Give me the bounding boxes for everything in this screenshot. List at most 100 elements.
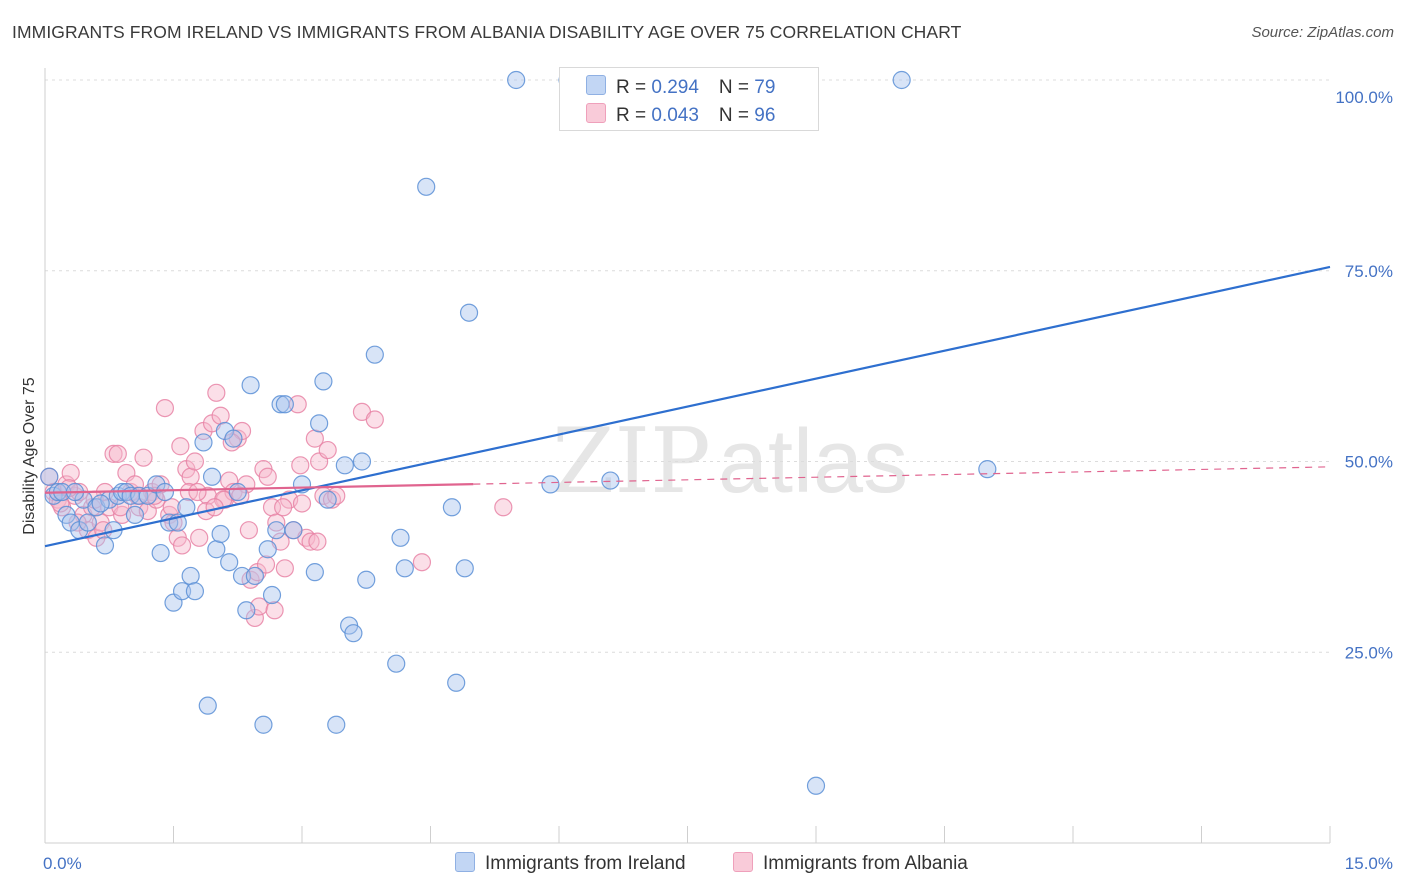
albania-point	[239, 521, 258, 540]
ireland-point	[258, 540, 277, 559]
y-tick-label: 50.0%	[1345, 453, 1393, 472]
albania-r-value: 0.043	[651, 105, 699, 126]
ireland-point	[365, 345, 384, 364]
ireland-point	[40, 467, 59, 486]
ireland-point	[327, 715, 346, 734]
ireland-point	[455, 559, 474, 578]
ireland-point	[459, 303, 479, 322]
ireland-point	[125, 505, 145, 525]
ireland-point	[78, 513, 97, 532]
albania-point	[134, 448, 153, 467]
legend-row-ireland: R = 0.294 N = 79	[586, 75, 775, 99]
ireland-point	[601, 471, 620, 490]
ireland-swatch-icon	[586, 75, 606, 95]
ireland-point	[241, 376, 260, 395]
albania-point	[267, 513, 286, 532]
ireland-point	[262, 585, 282, 605]
albania-point	[308, 532, 327, 551]
albania-point	[211, 406, 230, 425]
axis-labels: 25.0% 50.0% 75.0% 100.0% 0.0% 15.0% Disability…	[21, 88, 1393, 873]
albania-point	[188, 482, 207, 502]
ireland-trend-line	[44, 265, 1331, 548]
ireland-point	[352, 452, 372, 471]
albania-n-label: N =	[718, 105, 755, 126]
ireland-point	[254, 715, 273, 734]
ireland-point	[151, 543, 170, 563]
ireland-point	[447, 673, 466, 692]
ireland-point	[198, 696, 217, 715]
albania-point	[198, 486, 217, 505]
x-tick-label-max: 15.0%	[1345, 854, 1393, 873]
watermark-atlas: atlas	[718, 412, 908, 512]
ireland-point	[267, 521, 286, 540]
y-tick-label: 100.0%	[1335, 88, 1393, 107]
ireland-point	[391, 528, 410, 547]
ireland-n-value: 79	[754, 77, 776, 98]
bottom-legend-albania: Immigrants from Albania	[733, 852, 968, 875]
watermark: ZIP atlas	[552, 409, 908, 514]
ireland-point	[245, 566, 264, 586]
ireland-point	[172, 582, 192, 601]
albania-point	[365, 410, 384, 429]
ireland-point	[207, 540, 226, 559]
albania-point	[301, 532, 320, 551]
ireland-point	[314, 372, 333, 391]
albania-point	[181, 467, 200, 486]
ireland-point	[237, 601, 256, 620]
albania-point	[190, 528, 209, 547]
ireland-point	[91, 494, 110, 513]
albania-point	[185, 452, 205, 471]
ireland-point	[155, 482, 175, 502]
albania-swatch-icon	[586, 103, 606, 123]
albania-point	[256, 555, 276, 574]
ireland-point	[95, 536, 115, 555]
ireland-point	[275, 395, 294, 414]
ireland-point	[335, 456, 354, 475]
grid	[45, 79, 1330, 653]
ireland-point	[194, 433, 213, 452]
ireland-point	[541, 475, 560, 494]
correlation-legend: R = 0.294 N = 79 R = 0.043 N = 96	[559, 67, 819, 131]
ireland-point	[892, 70, 911, 90]
ireland-point	[271, 395, 290, 414]
bottom-legend-albania-label: Immigrants from Albania	[763, 853, 968, 874]
ireland-point	[202, 467, 222, 486]
ireland-point	[211, 524, 230, 544]
albania-point	[274, 498, 293, 517]
ireland-point	[181, 566, 200, 586]
trend-lines	[44, 265, 1331, 548]
ireland-point	[284, 521, 303, 540]
ireland-point	[507, 70, 526, 90]
ireland-n-label: N =	[718, 77, 755, 98]
y-tick-label: 75.0%	[1345, 262, 1393, 281]
albania-point	[112, 505, 132, 525]
albania-r-label: R =	[616, 105, 652, 126]
ireland-point	[344, 624, 363, 643]
legend-row-albania: R = 0.043 N = 96	[586, 103, 775, 127]
albania-point	[291, 456, 310, 475]
ireland-point	[305, 563, 324, 582]
ireland-point	[357, 570, 376, 589]
ireland-point	[185, 582, 205, 601]
albania-point	[275, 559, 294, 578]
watermark-zip: ZIP	[552, 409, 711, 514]
ireland-point	[442, 498, 462, 517]
albania-n-value: 96	[754, 105, 776, 126]
y-axis-title: Disability Age Over 75	[21, 377, 38, 535]
bottom-legend-ireland: Immigrants from Ireland	[455, 852, 686, 875]
ireland-point	[417, 177, 436, 196]
ireland-point	[387, 654, 406, 673]
ireland-point	[224, 429, 243, 448]
y-tick-label: 25.0%	[1345, 643, 1393, 662]
ireland-point	[978, 460, 997, 479]
ireland-r-value: 0.294	[651, 77, 699, 98]
ireland-point	[318, 490, 337, 509]
albania-trend-line	[44, 483, 474, 494]
albania-point	[171, 437, 190, 456]
ireland-r-label: R =	[616, 77, 652, 98]
albania-point	[61, 463, 80, 483]
albania-point	[51, 494, 70, 513]
chart-title: IMMIGRANTS FROM IRELAND VS IMMIGRANTS FR…	[12, 22, 962, 42]
albania-points	[40, 383, 513, 628]
ireland-point	[395, 559, 414, 578]
